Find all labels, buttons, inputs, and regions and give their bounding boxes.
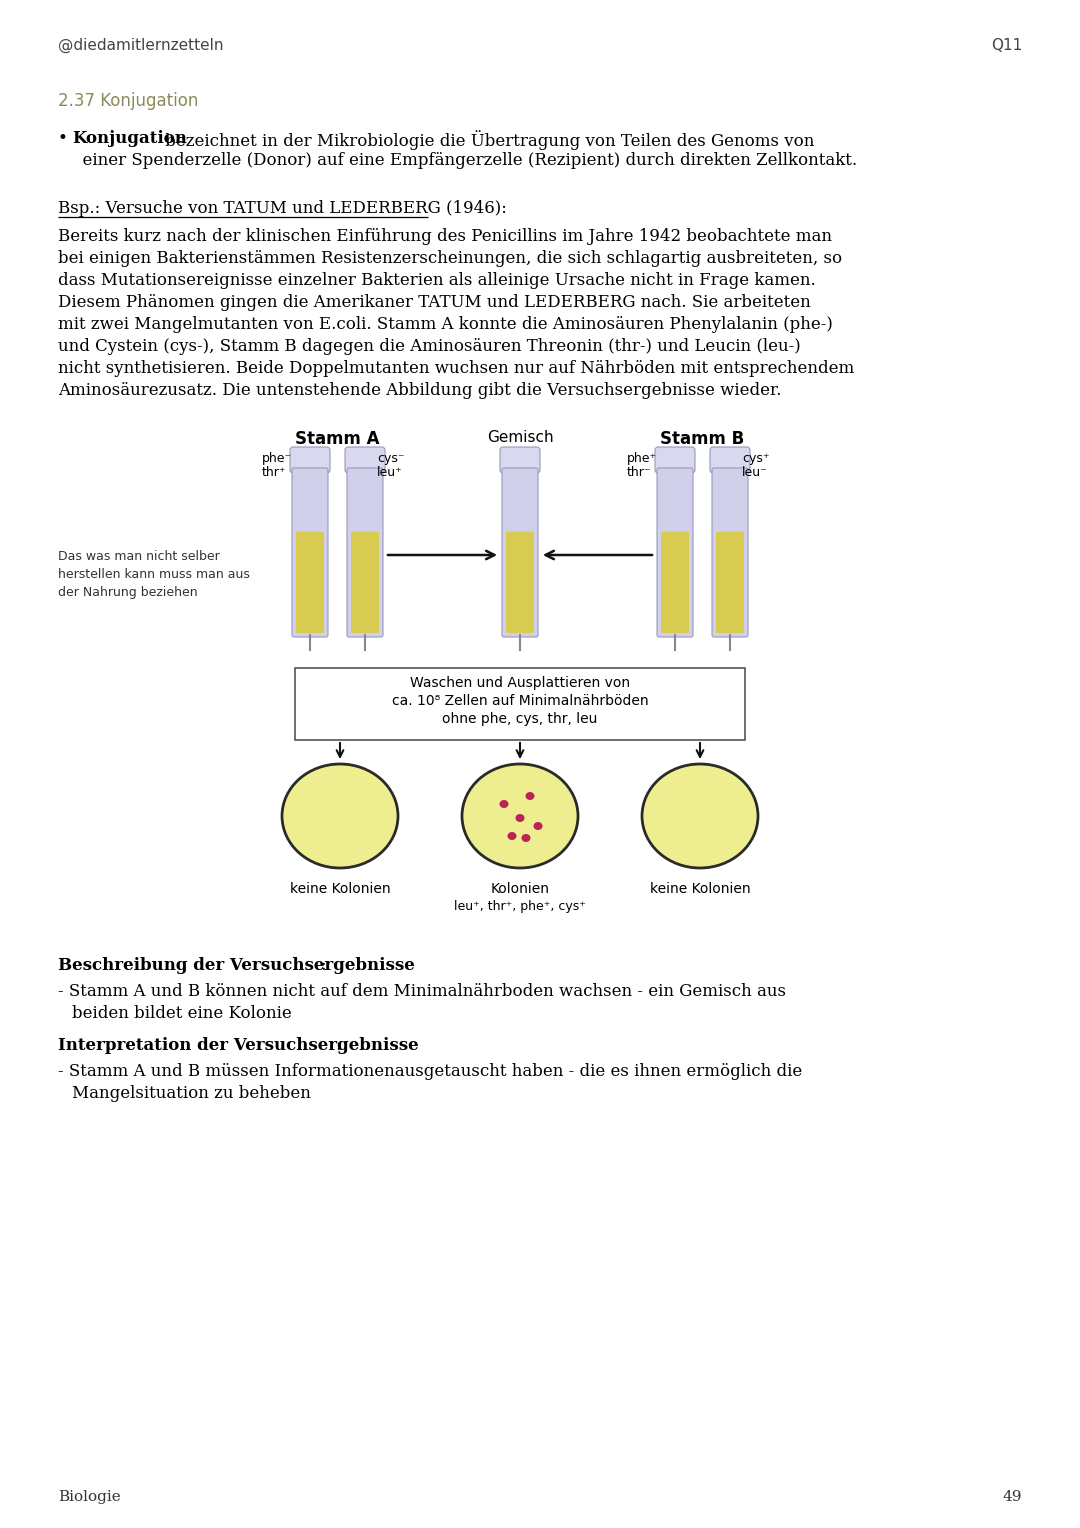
Ellipse shape <box>462 764 578 868</box>
Ellipse shape <box>499 801 509 808</box>
FancyBboxPatch shape <box>347 468 383 637</box>
Text: 2.37 Konjugation: 2.37 Konjugation <box>58 92 199 110</box>
Text: Bereits kurz nach der klinischen Einführung des Penicillins im Jahre 1942 beobac: Bereits kurz nach der klinischen Einführ… <box>58 228 832 244</box>
Ellipse shape <box>526 792 535 801</box>
Text: 49: 49 <box>1002 1490 1022 1504</box>
Text: @diedamitlernzetteln: @diedamitlernzetteln <box>58 38 224 53</box>
Text: Bsp.: Versuche von TATUM und LEDERBERG (1946):: Bsp.: Versuche von TATUM und LEDERBERG (… <box>58 200 507 217</box>
Text: nicht synthetisieren. Beide Doppelmutanten wuchsen nur auf Nährböden mit entspre: nicht synthetisieren. Beide Doppelmutant… <box>58 361 854 377</box>
Ellipse shape <box>522 834 530 842</box>
FancyBboxPatch shape <box>351 532 379 633</box>
Text: phe⁻: phe⁻ <box>262 452 292 465</box>
Text: keine Kolonien: keine Kolonien <box>650 882 751 895</box>
Text: ca. 10⁸ Zellen auf Minimalnährböden: ca. 10⁸ Zellen auf Minimalnährböden <box>392 694 648 707</box>
FancyBboxPatch shape <box>296 532 324 633</box>
Text: Interpretation der Versuchsergebnisse: Interpretation der Versuchsergebnisse <box>58 1038 419 1054</box>
Text: Q11: Q11 <box>990 38 1022 53</box>
Ellipse shape <box>515 814 525 822</box>
Text: •: • <box>58 130 68 147</box>
Text: thr⁻: thr⁻ <box>627 466 651 478</box>
Text: Das was man nicht selber
herstellen kann muss man aus
der Nahrung beziehen: Das was man nicht selber herstellen kann… <box>58 550 249 599</box>
Ellipse shape <box>534 822 542 830</box>
FancyBboxPatch shape <box>295 668 745 740</box>
FancyBboxPatch shape <box>661 532 689 633</box>
Text: dass Mutationsereignisse einzelner Bakterien als alleinige Ursache nicht in Frag: dass Mutationsereignisse einzelner Bakte… <box>58 272 815 289</box>
Text: cys⁺: cys⁺ <box>742 452 769 465</box>
FancyBboxPatch shape <box>712 468 748 637</box>
Text: Diesem Phänomen gingen die Amerikaner TATUM und LEDERBERG nach. Sie arbeiteten: Diesem Phänomen gingen die Amerikaner TA… <box>58 293 811 312</box>
Text: leu⁻: leu⁻ <box>742 466 768 478</box>
Text: ohne phe, cys, thr, leu: ohne phe, cys, thr, leu <box>443 712 597 726</box>
Text: Kolonien: Kolonien <box>490 882 550 895</box>
Ellipse shape <box>642 764 758 868</box>
Text: beiden bildet eine Kolonie: beiden bildet eine Kolonie <box>72 1005 292 1022</box>
FancyBboxPatch shape <box>291 448 330 474</box>
Text: Mangelsituation zu beheben: Mangelsituation zu beheben <box>72 1085 311 1102</box>
Ellipse shape <box>282 764 399 868</box>
Text: Aminosäurezusatz. Die untenstehende Abbildung gibt die Versuchsergebnisse wieder: Aminosäurezusatz. Die untenstehende Abbi… <box>58 382 781 399</box>
Text: Konjugation: Konjugation <box>72 130 187 147</box>
Text: bei einigen Bakterienstämmen Resistenzerscheinungen, die sich schlagartig ausbre: bei einigen Bakterienstämmen Resistenzer… <box>58 251 842 267</box>
Text: bezeichnet in der Mikrobiologie die Übertragung von Teilen des Genoms von: bezeichnet in der Mikrobiologie die Über… <box>160 130 814 150</box>
FancyBboxPatch shape <box>345 448 384 474</box>
Text: keine Kolonien: keine Kolonien <box>289 882 390 895</box>
FancyBboxPatch shape <box>292 468 328 637</box>
Text: - Stamm A und B können nicht auf dem Minimalnährboden wachsen - ein Gemisch aus: - Stamm A und B können nicht auf dem Min… <box>58 983 786 999</box>
Text: Stamm A: Stamm A <box>295 429 379 448</box>
Text: Waschen und Ausplattieren von: Waschen und Ausplattieren von <box>410 675 630 691</box>
FancyBboxPatch shape <box>654 448 696 474</box>
FancyBboxPatch shape <box>657 468 693 637</box>
Ellipse shape <box>508 833 516 840</box>
Text: cys⁻: cys⁻ <box>377 452 405 465</box>
Text: :: : <box>321 957 326 973</box>
Text: mit zwei Mangelmutanten von E.coli. Stamm A konnte die Aminosäuren Phenylalanin : mit zwei Mangelmutanten von E.coli. Stam… <box>58 316 833 333</box>
Text: Gemisch: Gemisch <box>487 429 553 445</box>
FancyBboxPatch shape <box>716 532 744 633</box>
Text: Stamm B: Stamm B <box>660 429 744 448</box>
Text: Beschreibung der Versuchsergebnisse: Beschreibung der Versuchsergebnisse <box>58 957 415 973</box>
FancyBboxPatch shape <box>502 468 538 637</box>
Text: einer Spenderzelle (Donor) auf eine Empfängerzelle (Rezipient) durch direkten Ze: einer Spenderzelle (Donor) auf eine Empf… <box>72 151 858 170</box>
FancyBboxPatch shape <box>710 448 750 474</box>
Text: und Cystein (cys-), Stamm B dagegen die Aminosäuren Threonin (thr-) und Leucin (: und Cystein (cys-), Stamm B dagegen die … <box>58 338 800 354</box>
Text: thr⁺: thr⁺ <box>262 466 286 478</box>
Text: leu⁺, thr⁺, phe⁺, cys⁺: leu⁺, thr⁺, phe⁺, cys⁺ <box>454 900 586 914</box>
Text: leu⁺: leu⁺ <box>377 466 403 478</box>
Text: - Stamm A und B müssen Informationenausgetauscht haben - die es ihnen ermöglich : - Stamm A und B müssen Informationenausg… <box>58 1063 802 1080</box>
Text: :: : <box>336 1038 341 1054</box>
FancyBboxPatch shape <box>500 448 540 474</box>
Text: phe⁺: phe⁺ <box>627 452 657 465</box>
FancyBboxPatch shape <box>507 532 534 633</box>
Text: Biologie: Biologie <box>58 1490 121 1504</box>
